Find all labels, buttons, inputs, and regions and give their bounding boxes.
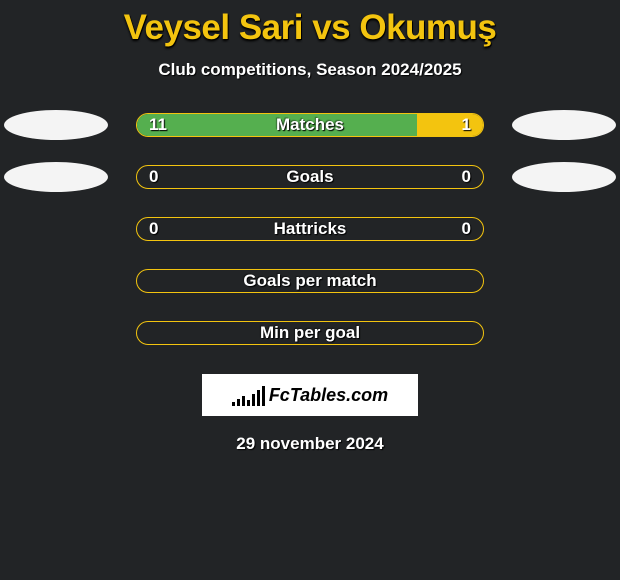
footer-logo: FcTables.com [202,374,418,416]
stat-value-left: 0 [149,219,158,239]
stat-label: Goals per match [137,271,483,291]
player-left-marker [4,162,108,192]
bar-chart-icon [232,384,265,406]
mini-bar [252,394,255,406]
mini-bar [232,402,235,406]
stat-row: Hattricks0 0 [0,214,620,244]
stat-label: Hattricks [137,219,483,239]
stat-label: Goals [137,167,483,187]
stat-bar-wrap: Hattricks0 0 [136,217,484,241]
mini-bar [257,390,260,406]
player-right-marker [512,318,616,348]
stat-row: Goals per match [0,266,620,296]
player-right-marker [512,162,616,192]
mini-bar [242,396,245,406]
stat-bar: Matches111 [136,113,484,137]
stat-bar-wrap: Matches111 [136,113,484,137]
stat-bar-wrap: Goals0 0 [136,165,484,189]
stat-fill-right [417,114,483,136]
stat-bar: Hattricks0 0 [136,217,484,241]
date-label: 29 november 2024 [236,434,383,454]
stat-value-right: 0 [462,219,471,239]
player-left-marker [4,266,108,296]
player-left-marker [4,318,108,348]
stat-bar: Min per goal [136,321,484,345]
stat-value-left: 0 [149,167,158,187]
player-left-marker [4,214,108,244]
comparison-widget: Veysel Sari vs Okumuş Club competitions,… [0,0,620,454]
footer-brand-text: FcTables.com [269,385,388,406]
stat-row: Matches111 [0,110,620,140]
mini-bar [247,400,250,406]
player-right-marker [512,110,616,140]
player-right-marker [512,214,616,244]
stat-row: Goals0 0 [0,162,620,192]
stat-rows: Matches111Goals00Hattricks00Goals per ma… [0,110,620,370]
stat-value-right: 0 [462,167,471,187]
stat-bar-wrap: Goals per match [136,269,484,293]
mini-bar [237,399,240,406]
stat-row: Min per goal [0,318,620,348]
mini-bar [262,386,265,406]
stat-label: Min per goal [137,323,483,343]
player-left-marker [4,110,108,140]
stat-bar: Goals0 0 [136,165,484,189]
stat-bar-wrap: Min per goal [136,321,484,345]
stat-bar: Goals per match [136,269,484,293]
stat-fill-left [137,114,417,136]
player-right-marker [512,266,616,296]
page-subtitle: Club competitions, Season 2024/2025 [158,60,461,80]
page-title: Veysel Sari vs Okumuş [124,8,497,48]
